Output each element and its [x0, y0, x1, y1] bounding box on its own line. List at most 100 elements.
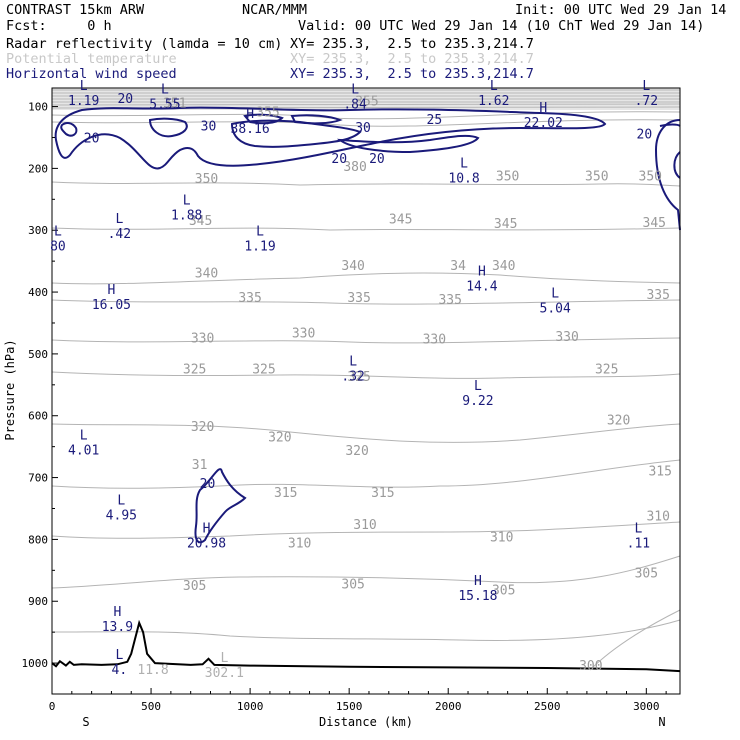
low-marker: L: [54, 225, 62, 240]
theta-contour-label: 355: [256, 106, 279, 121]
low-marker: L: [117, 493, 125, 508]
theta-contour-label: 335: [646, 288, 669, 303]
theta-contour-label: 340: [195, 267, 218, 282]
theta-contour-label: 330: [292, 326, 315, 341]
theta-contour-label: 305: [341, 578, 364, 593]
low-marker: L: [183, 194, 191, 209]
extremum-value: 4.95: [106, 508, 137, 523]
y-tick-label: 400: [28, 286, 48, 299]
theta-contour-label: 325: [252, 362, 275, 377]
extremum-value: 80: [50, 240, 66, 255]
theta-contour-label: 325: [347, 370, 370, 385]
field-name-wind: Horizontal wind speed: [6, 66, 177, 82]
extremum-value: .72: [635, 94, 658, 109]
theta-contour-label: 380: [343, 160, 366, 175]
field-name-reflectivity: Radar reflectivity (lamda = 10 cm): [6, 36, 283, 52]
field-xy-wind: XY= 235.3, 2.5 to 235.3,214.7: [290, 66, 534, 82]
theta-contour-label: 320: [607, 414, 630, 429]
low-marker: L: [80, 429, 88, 444]
high-marker: H: [539, 101, 547, 116]
x-tick-label: 0: [49, 700, 56, 713]
theta-contour-label: 335: [238, 291, 261, 306]
low-marker: L: [220, 651, 228, 666]
init-time: Init: 00 UTC Wed 29 Jan 14: [515, 2, 727, 18]
extremum-value: 1.62: [478, 94, 509, 109]
theta-contour-label: 320: [191, 420, 214, 435]
y-tick-label: 1000: [22, 657, 49, 670]
high-marker: H: [203, 521, 211, 536]
theta-contour-label: 300: [579, 659, 602, 674]
theta-contour-label: 345: [389, 213, 412, 228]
y-tick-label: 900: [28, 595, 48, 608]
wind-contours: [54, 106, 681, 544]
theta-contour-label: 325: [595, 362, 618, 377]
extra-label: 11.8: [137, 663, 168, 678]
extremum-value: 14.4: [466, 280, 497, 295]
x-axis-title: Distance (km): [319, 715, 413, 729]
high-marker: H: [246, 107, 254, 122]
high-marker: H: [474, 574, 482, 589]
y-tick-label: 700: [28, 472, 48, 485]
extremum-value: .84: [343, 97, 367, 112]
x-tick-label: 1000: [237, 700, 264, 713]
y-tick-label: 600: [28, 410, 48, 423]
y-tick-label: 800: [28, 533, 48, 546]
theta-contour-label: 31: [192, 458, 208, 473]
theta-contour-label: 351: [163, 96, 186, 111]
wind-contour-label: 30: [201, 119, 217, 134]
y-tick-label: 300: [28, 224, 48, 237]
theta-contour-label: 350: [639, 169, 662, 184]
low-marker: L: [161, 82, 169, 97]
low-marker: L: [642, 79, 650, 94]
center-title: NCAR/MMM: [242, 2, 308, 18]
theta-contour-label: 345: [643, 216, 666, 231]
x-tick-label: 2500: [534, 700, 561, 713]
theta-contour-label: 350: [195, 172, 218, 187]
theta-contour-label: 330: [555, 330, 578, 345]
extremum-value: 302.1: [205, 666, 244, 681]
extremum-value: 9.22: [462, 394, 493, 409]
wind-contour-label: 20: [117, 92, 133, 107]
extremum-value: 38.16: [231, 122, 270, 137]
theta-contour-label: 305: [183, 579, 206, 594]
wind-labels: 20 30 20 30 25 20 20 20 20: [84, 92, 652, 492]
wind-contour-label: 20: [84, 132, 100, 147]
wind-contour-label: 20: [637, 127, 653, 142]
low-marker: L: [490, 79, 498, 94]
extremum-value: 20.98: [187, 536, 226, 551]
field-xy-theta: XY= 235.3, 2.5 to 235.3,214.7: [290, 51, 534, 67]
theta-contour-label: 325: [183, 362, 206, 377]
theta-contour-label: 350: [496, 169, 519, 184]
theta-contour-label: 330: [191, 331, 214, 346]
x-tick-label: 1500: [336, 700, 363, 713]
x-tick-label: 2000: [435, 700, 462, 713]
extremum-value: 1.88: [171, 209, 202, 224]
theta-contour-label: 320: [268, 430, 291, 445]
theta-labels: 355 355 351 350 380 350 350 350 345 345 345 345 340 3…: [163, 95, 672, 675]
extremum-value: 1.19: [68, 94, 99, 109]
low-marker: L: [474, 379, 482, 394]
x-tick-label: 3000: [633, 700, 660, 713]
extremum-value: 22.02: [524, 116, 563, 131]
theta-contour-label: 315: [274, 486, 297, 501]
y-tick-label: 200: [28, 162, 48, 175]
plot-frame: [51, 87, 681, 695]
theta-contour-label: 335: [438, 293, 461, 308]
field-name-theta: Potential temperature: [6, 51, 177, 67]
high-marker: H: [478, 265, 486, 280]
wind-contour-label: 25: [427, 113, 443, 128]
y-axis-title: Pressure (hPa): [3, 339, 17, 440]
theta-contour-label: 305: [492, 584, 515, 599]
theta-contour-label: 320: [345, 444, 368, 459]
theta-contour-label: 305: [635, 566, 658, 581]
theta-contour-label: 330: [423, 333, 446, 348]
theta-contour-label: 345: [189, 214, 212, 229]
low-marker: L: [115, 648, 123, 663]
extremum-value: .32: [341, 369, 364, 384]
valid-time: Valid: 00 UTC Wed 29 Jan 14 (10 ChT Wed …: [298, 18, 705, 34]
extremum-value: 4.01: [68, 444, 99, 459]
theta-contour-label: 350: [585, 169, 608, 184]
low-marker: L: [115, 212, 123, 227]
theta-contour-label: 310: [490, 531, 513, 546]
